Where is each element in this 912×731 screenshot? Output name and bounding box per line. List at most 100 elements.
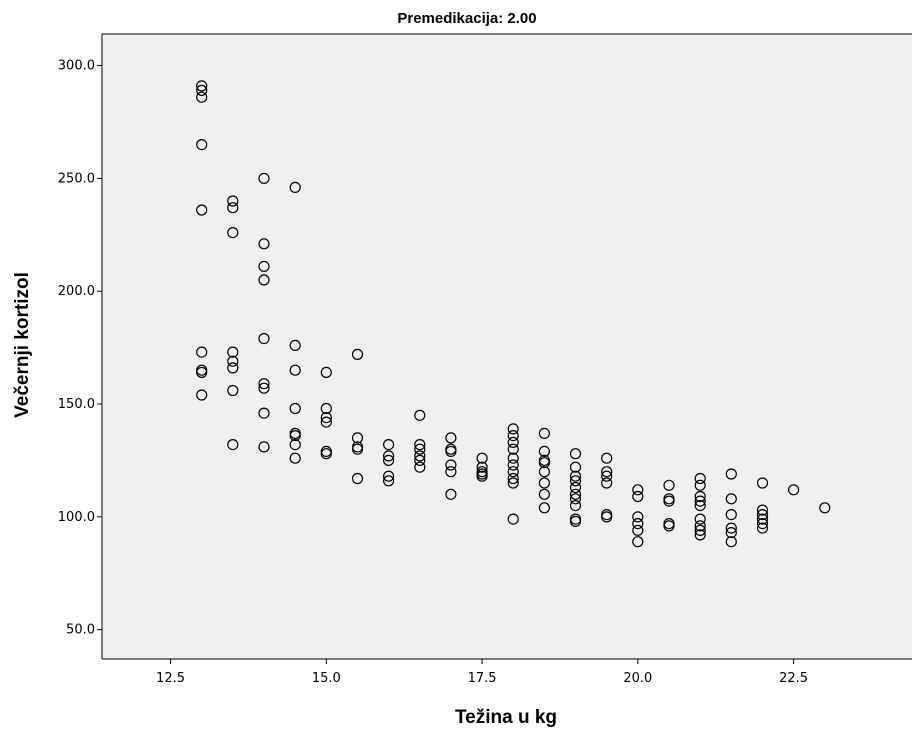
data-point bbox=[725, 468, 737, 480]
data-point bbox=[196, 346, 208, 358]
data-point bbox=[383, 475, 395, 487]
data-point bbox=[258, 407, 270, 419]
data-point bbox=[601, 511, 613, 523]
x-tick-label: 20.0 bbox=[623, 671, 652, 686]
data-point bbox=[258, 333, 270, 345]
data-point bbox=[663, 495, 675, 507]
data-point bbox=[507, 423, 519, 435]
data-point bbox=[383, 439, 395, 451]
data-point bbox=[320, 416, 332, 428]
chart-title: Premedikacija: 2.00 bbox=[397, 10, 536, 27]
y-tick-label: 100.0 bbox=[58, 510, 95, 525]
data-point bbox=[320, 402, 332, 415]
data-point bbox=[351, 348, 364, 360]
data-point bbox=[632, 536, 644, 548]
data-point bbox=[632, 484, 644, 496]
data-point bbox=[538, 466, 551, 478]
data-point bbox=[601, 477, 613, 489]
data-point bbox=[507, 452, 519, 464]
data-point bbox=[289, 452, 301, 464]
data-point bbox=[445, 432, 457, 444]
data-point bbox=[725, 526, 737, 539]
data-point bbox=[196, 139, 208, 151]
x-tick-label: 12.5 bbox=[156, 671, 185, 686]
data-point bbox=[569, 448, 582, 460]
data-point bbox=[351, 443, 364, 455]
data-point bbox=[258, 274, 270, 286]
data-point bbox=[476, 461, 488, 473]
data-point bbox=[289, 339, 301, 351]
data-point bbox=[227, 384, 239, 397]
data-point bbox=[445, 445, 457, 457]
x-ticks: 12.5 15.0 17.5 20.0 22.5 bbox=[156, 659, 808, 686]
data-point bbox=[414, 409, 426, 421]
data-point bbox=[351, 432, 364, 444]
data-point bbox=[538, 477, 551, 489]
data-point bbox=[725, 493, 737, 505]
data-point bbox=[258, 378, 270, 390]
y-tick-label: 300.0 bbox=[58, 59, 95, 74]
data-point bbox=[756, 477, 769, 489]
data-point bbox=[414, 450, 426, 462]
data-point bbox=[756, 504, 769, 516]
data-point bbox=[725, 522, 737, 534]
data-point bbox=[383, 470, 395, 482]
data-point bbox=[694, 495, 706, 507]
data-point bbox=[445, 459, 457, 471]
data-point bbox=[289, 181, 301, 193]
data-point bbox=[632, 517, 644, 530]
y-ticks: 50.0 100.0 150.0 200.0 250.0 300.0 bbox=[58, 59, 102, 638]
data-point bbox=[227, 362, 239, 374]
data-point bbox=[320, 412, 332, 424]
data-point bbox=[507, 443, 519, 455]
data-point bbox=[258, 441, 270, 453]
data-point bbox=[258, 238, 270, 250]
data-point bbox=[694, 513, 706, 525]
data-point bbox=[258, 382, 270, 394]
data-point bbox=[289, 402, 301, 415]
data-point bbox=[289, 364, 301, 376]
data-point bbox=[507, 472, 519, 485]
data-point bbox=[694, 479, 706, 491]
data-point bbox=[601, 466, 613, 478]
data-point bbox=[196, 91, 208, 103]
data-point bbox=[351, 472, 364, 485]
x-tick-label: 17.5 bbox=[468, 671, 497, 686]
data-point bbox=[694, 529, 706, 541]
data-point bbox=[289, 430, 301, 442]
data-point bbox=[476, 452, 488, 464]
y-tick-label: 250.0 bbox=[58, 171, 95, 186]
data-point bbox=[787, 484, 800, 496]
data-point bbox=[507, 430, 519, 442]
data-point bbox=[694, 490, 706, 503]
data-point bbox=[756, 508, 769, 521]
data-point bbox=[569, 515, 582, 528]
data-point bbox=[289, 439, 301, 451]
data-point bbox=[196, 366, 208, 378]
data-point bbox=[663, 479, 675, 491]
x-tick-label: 22.5 bbox=[779, 671, 808, 686]
data-point bbox=[538, 445, 551, 457]
data-point bbox=[538, 457, 551, 469]
data-point bbox=[227, 439, 239, 451]
data-point bbox=[663, 520, 675, 532]
data-point bbox=[414, 461, 426, 473]
data-point bbox=[227, 355, 239, 367]
points-layer bbox=[196, 80, 831, 548]
data-point bbox=[601, 470, 613, 482]
data-point bbox=[507, 466, 519, 478]
data-point bbox=[569, 475, 582, 487]
data-point bbox=[227, 227, 239, 239]
data-point bbox=[725, 508, 737, 521]
data-point bbox=[320, 366, 332, 378]
data-point bbox=[196, 80, 208, 92]
x-tick-label: 15.0 bbox=[312, 671, 341, 686]
data-point bbox=[227, 195, 239, 207]
data-point bbox=[383, 450, 395, 462]
y-tick-label: 200.0 bbox=[58, 284, 95, 299]
data-point bbox=[756, 513, 769, 525]
data-point bbox=[445, 488, 457, 500]
y-tick-label: 150.0 bbox=[58, 397, 95, 412]
data-point bbox=[507, 436, 519, 448]
